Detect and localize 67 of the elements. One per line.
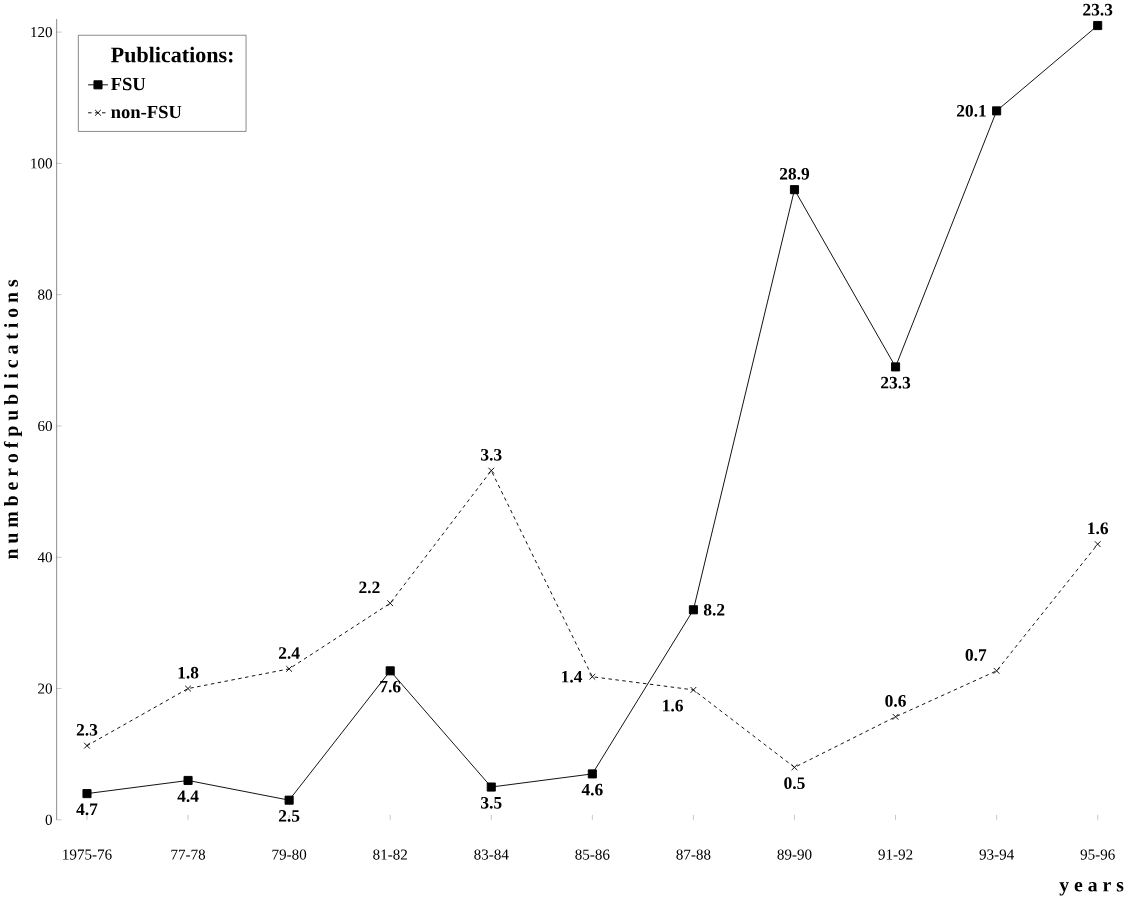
x-tick-label: 83-84 — [474, 849, 509, 860]
x-tick-label: 1975-76 — [63, 849, 112, 860]
x-tick-label: 79-80 — [272, 849, 307, 860]
x-tick-label: 89-90 — [777, 849, 812, 860]
annotation: 1.8 — [178, 666, 199, 679]
legend-label: non-FSU — [111, 105, 182, 119]
annotation: 4.7 — [76, 803, 98, 815]
annotation: 7.6 — [380, 680, 401, 693]
annotation: 4.4 — [177, 790, 199, 802]
legend-label: FSU — [110, 77, 146, 91]
annotation: 3.5 — [481, 796, 502, 809]
annotation: 1.6 — [663, 699, 683, 712]
annotation: 2.4 — [278, 646, 300, 659]
annotation: 20.1 — [956, 104, 986, 117]
point — [589, 673, 596, 680]
point — [386, 599, 394, 607]
y-tick-label: 0 — [45, 814, 52, 825]
point — [486, 782, 496, 792]
x-tick-label: 87-88 — [676, 849, 711, 860]
point — [487, 467, 495, 474]
annotation: 2.3 — [76, 723, 98, 736]
legend-title: Publications: — [111, 46, 233, 63]
point — [587, 769, 597, 779]
point — [385, 666, 395, 676]
x-tick-label: 85-86 — [575, 849, 610, 860]
point — [285, 665, 293, 672]
annotation: 8.2 — [703, 603, 725, 616]
annotation: 2.2 — [359, 581, 380, 594]
annotation: 0.7 — [965, 648, 987, 661]
x-tick-label: 91-92 — [878, 849, 913, 860]
annotation: 23.3 — [881, 376, 911, 389]
annotation: 4.6 — [581, 783, 603, 796]
y-tick-label: 80 — [38, 289, 52, 300]
point — [992, 106, 1002, 116]
point — [789, 184, 800, 194]
annotation: 1.6 — [1088, 522, 1109, 535]
annotation: 28.9 — [779, 167, 810, 180]
point — [892, 713, 899, 720]
point — [183, 775, 193, 785]
x-tick-label: 77-78 — [171, 849, 206, 860]
point — [184, 684, 192, 692]
point — [83, 742, 91, 749]
annotation: 0.5 — [784, 777, 805, 789]
point — [891, 362, 901, 372]
y-tick-label: 120 — [31, 26, 52, 37]
y-tick-label: 20 — [38, 683, 52, 694]
y-tick-label: 100 — [31, 158, 52, 169]
point — [993, 667, 1000, 674]
point — [690, 686, 697, 693]
x-tick-label: 81-82 — [373, 849, 407, 860]
x-axis-title: y e a r s — [1059, 881, 1124, 896]
annotation: 0.6 — [885, 694, 906, 707]
annotation: 23.3 — [1083, 3, 1113, 16]
annotation: 3.3 — [481, 448, 502, 461]
point — [1094, 540, 1102, 548]
point — [1093, 20, 1103, 30]
point — [82, 788, 92, 798]
annotation: 1.4 — [562, 670, 583, 683]
x-tick-label: 95-96 — [1080, 849, 1115, 860]
y-tick-label: 60 — [38, 420, 52, 431]
point — [284, 795, 294, 805]
y-tick-label: 40 — [37, 551, 52, 563]
point — [688, 605, 698, 615]
point — [791, 763, 798, 771]
y-axis-title: n u m b e r o f p u b l i c a t i o n s — [3, 279, 22, 559]
annotation: 2.5 — [278, 809, 300, 822]
x-tick-label: 93-94 — [979, 849, 1014, 860]
